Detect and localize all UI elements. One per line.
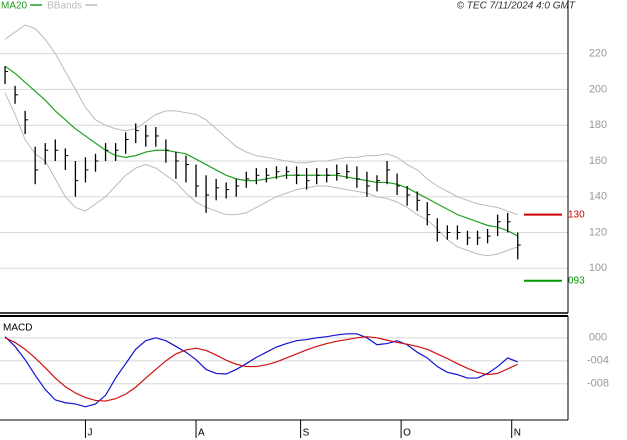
y-tick-label: 120: [589, 226, 607, 238]
bband-upper: [4, 24, 518, 216]
legend-label: BBands: [47, 1, 82, 12]
y-tick-label: 160: [589, 155, 607, 167]
macd-title: MACD: [3, 323, 32, 334]
y-tick-label: 000: [589, 332, 607, 344]
legend-label: MA20: [1, 1, 28, 12]
y-tick-label: 220: [589, 48, 607, 60]
copyright: © TEC 7/11/2024 4:0 GMT: [457, 1, 576, 12]
x-tick-label: S: [303, 428, 310, 439]
y-tick-label: 180: [589, 119, 607, 131]
x-tick-label: A: [198, 428, 205, 439]
y-tick-label: 200: [589, 83, 607, 95]
x-tick-label: N: [514, 428, 521, 439]
x-tick-label: J: [87, 428, 92, 439]
bband-lower: [4, 92, 518, 257]
level-label: 130: [568, 209, 585, 220]
y-tick-label: -008: [587, 378, 609, 390]
macd-line: [4, 336, 518, 402]
ma-line: [4, 65, 519, 237]
y-tick-label: 140: [589, 191, 607, 203]
y-tick-label: -004: [587, 355, 609, 367]
y-tick-label: 100: [589, 262, 607, 274]
macd-line: [4, 333, 518, 408]
x-tick-label: O: [403, 428, 411, 439]
level-label: 093: [568, 275, 585, 286]
